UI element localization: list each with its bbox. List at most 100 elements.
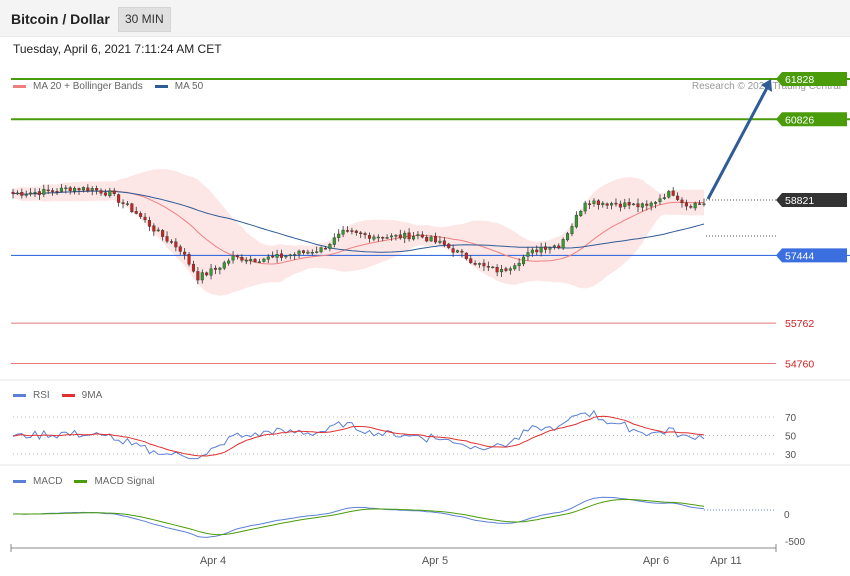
candle-body [425, 237, 429, 242]
level-label-54760: 54760 [785, 359, 814, 371]
candle-body [456, 250, 460, 253]
rsi-tick-label: 30 [785, 450, 797, 461]
candle-body [517, 262, 521, 267]
candle-body [389, 235, 394, 238]
candle-body [134, 211, 138, 214]
candle-body [486, 266, 490, 268]
candle-body [196, 271, 200, 281]
candle-body [693, 203, 697, 209]
candle-body [640, 203, 644, 208]
candle-body [345, 230, 350, 232]
candle-body [187, 254, 191, 265]
candle-body [482, 262, 486, 267]
candle-body [147, 220, 151, 227]
candle-body [337, 233, 341, 238]
candle-body [244, 260, 248, 262]
x-tick-label: Apr 4 [200, 555, 226, 567]
candle-body [618, 203, 622, 208]
level-label-55762: 55762 [785, 318, 814, 330]
candle-body [376, 236, 380, 239]
candle-body [530, 249, 534, 254]
level-label-58821: 58821 [785, 195, 814, 207]
macd-signal-line [13, 499, 705, 536]
candle-body [381, 237, 385, 239]
candle-body [416, 234, 420, 237]
candle-body [610, 203, 614, 206]
candle-body [658, 198, 662, 203]
candle-body [301, 250, 306, 253]
candle-body [354, 230, 358, 233]
candle-body [680, 199, 684, 204]
candle-body [350, 230, 354, 232]
legend-ma20: MA 20 + Bollinger Bands [13, 81, 143, 92]
candle-body [191, 263, 195, 272]
candle-body [636, 203, 640, 208]
candle-body [90, 188, 94, 191]
candle-body [407, 232, 411, 240]
candle-body [632, 203, 636, 206]
candle-body [310, 252, 314, 254]
candle-body [403, 232, 407, 239]
candle-body [592, 200, 596, 204]
level-tag-61828 [776, 72, 847, 86]
candle-body [398, 234, 402, 239]
candle-body [662, 197, 666, 199]
x-tick-label: Apr 11 [710, 555, 742, 567]
candle-body [103, 192, 107, 196]
candle-body [240, 256, 244, 261]
timeframe-button[interactable]: 30 MIN [118, 7, 171, 32]
candle-body [99, 190, 103, 194]
candle-body [394, 235, 398, 237]
legend-ma50: MA 50 [154, 81, 203, 92]
candle-body [323, 247, 328, 250]
candle-body [460, 250, 464, 253]
candle-body [213, 267, 217, 270]
candle-body [478, 263, 482, 265]
price-legend: MA 20 + Bollinger Bands MA 50 [13, 81, 215, 92]
candle-body [535, 249, 539, 253]
candle-body [438, 240, 442, 243]
candle-body [667, 191, 671, 198]
level-tag-57444 [776, 248, 847, 263]
candle-body [544, 246, 548, 250]
rsi-line [12, 409, 705, 460]
candle-body [596, 200, 600, 205]
candle-body [473, 262, 477, 265]
candle-body [253, 258, 257, 263]
candle-body [20, 192, 24, 196]
candle-body [579, 211, 583, 216]
candle-body [491, 266, 495, 269]
candle-body [262, 258, 266, 262]
candle-body [139, 213, 143, 217]
candle-body [95, 188, 99, 191]
candle-body [605, 203, 609, 206]
candle-body [169, 241, 173, 243]
candle-body [566, 233, 570, 241]
candle-body [434, 235, 438, 243]
candle-body [24, 194, 28, 196]
datetime-label: Tuesday, April 6, 2021 7:11:24 AM CET [13, 42, 222, 56]
candle-body [121, 202, 125, 204]
legend-macd-signal: MACD Signal [74, 476, 154, 487]
candle-body [86, 187, 90, 192]
candle-body [359, 232, 363, 235]
macd-tick-label: 0 [784, 510, 790, 521]
candle-body [363, 233, 367, 235]
candle-body [59, 187, 63, 192]
level-label-57444: 57444 [785, 250, 814, 262]
candle-body [548, 247, 552, 250]
candle-body [420, 234, 424, 238]
candle-body [288, 254, 292, 257]
rsi-legend: RSI 9MA [13, 390, 114, 401]
x-tick-label: Apr 5 [422, 555, 448, 567]
candle-body [279, 253, 283, 258]
macd-tick-label: -500 [785, 537, 805, 548]
candle-body [601, 202, 605, 205]
candle-body [372, 236, 376, 240]
candle-body [249, 258, 253, 261]
candle-body [152, 225, 156, 232]
candle-body [275, 254, 279, 258]
x-tick-label: Apr 6 [643, 555, 669, 567]
candle-body [328, 244, 332, 249]
